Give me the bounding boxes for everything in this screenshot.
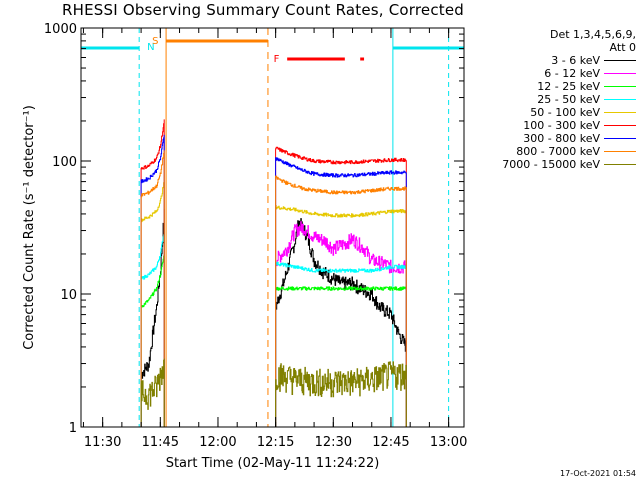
legend-swatch <box>604 60 636 61</box>
x-tick-label: 11:30 <box>84 435 121 450</box>
legend-item: 6 - 12 keV <box>486 67 636 80</box>
series-5-segment-2 <box>275 146 407 427</box>
series-3-segment-1 <box>140 230 165 427</box>
legend-swatch <box>604 164 636 165</box>
series-3-segment-2 <box>275 261 407 427</box>
series-1-segment-2 <box>275 221 407 427</box>
legend-item: 3 - 6 keV <box>486 54 636 67</box>
legend-item-label: 12 - 25 keV <box>537 80 600 93</box>
series-group <box>140 119 407 427</box>
legend-item-label: 25 - 50 keV <box>537 93 600 106</box>
series-4-segment-1 <box>140 182 165 427</box>
legend-swatch <box>604 138 636 139</box>
series-2-segment-2 <box>275 286 407 427</box>
chart-title: RHESSI Observing Summary Count Rates, Co… <box>62 1 465 19</box>
x-tick-label: 12:15 <box>257 435 294 450</box>
plot-frame <box>80 27 465 428</box>
x-tick-label: 12:30 <box>315 435 352 450</box>
series-2-segment-1 <box>140 255 165 427</box>
y-tick-label: 100 <box>52 155 77 170</box>
night-flag-label: N <box>147 42 154 53</box>
series-4-segment-2 <box>275 205 407 427</box>
legend-item: 25 - 50 keV <box>486 93 636 106</box>
series-7-segment-2 <box>275 175 407 427</box>
legend-swatch <box>604 151 636 152</box>
x-tick-label: 12:00 <box>199 435 236 450</box>
footer-timestamp: 17-Oct-2021 01:54 <box>560 469 636 478</box>
series-8-segment-1 <box>140 358 165 427</box>
y-tick-label: 1 <box>69 421 77 436</box>
legend-item: 7000 - 15000 keV <box>486 158 636 171</box>
legend-header-line-2: Att 0 <box>609 41 636 54</box>
legend-item: 300 - 800 keV <box>486 132 636 145</box>
series-0-segment-2 <box>275 218 407 427</box>
legend-item-label: 3 - 6 keV <box>551 54 600 67</box>
legend-item-label: 7000 - 15000 keV <box>502 158 600 171</box>
y-axis-label: Corrected Count Rate (s⁻¹ detector⁻¹) <box>22 105 37 350</box>
series-5-segment-1 <box>140 119 165 427</box>
x-tick-label: 11:45 <box>142 435 179 450</box>
legend: Det 1,3,4,5,6,9, Att 0 3 - 6 keV 6 - 12 k… <box>486 28 636 171</box>
legend-item-label: 300 - 800 keV <box>523 132 600 145</box>
legend-item-label: 50 - 100 keV <box>530 106 600 119</box>
legend-swatch <box>604 112 636 113</box>
series-7-segment-1 <box>140 150 165 427</box>
legend-swatch <box>604 73 636 74</box>
legend-item: 50 - 100 keV <box>486 106 636 119</box>
x-tick-label: 13:00 <box>430 435 467 450</box>
y-tick-label: 10 <box>60 288 77 303</box>
legend-swatch <box>604 99 636 100</box>
legend-item-label: 6 - 12 keV <box>544 67 600 80</box>
flare-flag-label: F <box>274 54 280 65</box>
axes: 1 10 100 1000 11:30 11:45 12:00 12:15 12:30 12:45… <box>22 22 467 471</box>
x-tick-label: 12:45 <box>372 435 409 450</box>
legend-item-label: 800 - 7000 keV <box>516 145 600 158</box>
legend-item-label: 100 - 300 keV <box>523 119 600 132</box>
legend-item: 12 - 25 keV <box>486 80 636 93</box>
series-6-segment-1 <box>140 134 165 427</box>
legend-swatch <box>604 125 636 126</box>
saa-flag-label: S <box>152 36 158 47</box>
legend-swatch <box>604 86 636 87</box>
legend-item: 800 - 7000 keV <box>486 145 636 158</box>
legend-header-line-1: Det 1,3,4,5,6,9, <box>549 28 636 41</box>
series-8-segment-2 <box>275 361 407 427</box>
observing-flags: NS F <box>81 28 464 427</box>
series-6-segment-2 <box>275 157 407 427</box>
legend-item: 100 - 300 keV <box>486 119 636 132</box>
x-axis-label: Start Time (02-May-11 11:24:22) <box>166 456 380 471</box>
y-tick-label: 1000 <box>44 22 77 37</box>
